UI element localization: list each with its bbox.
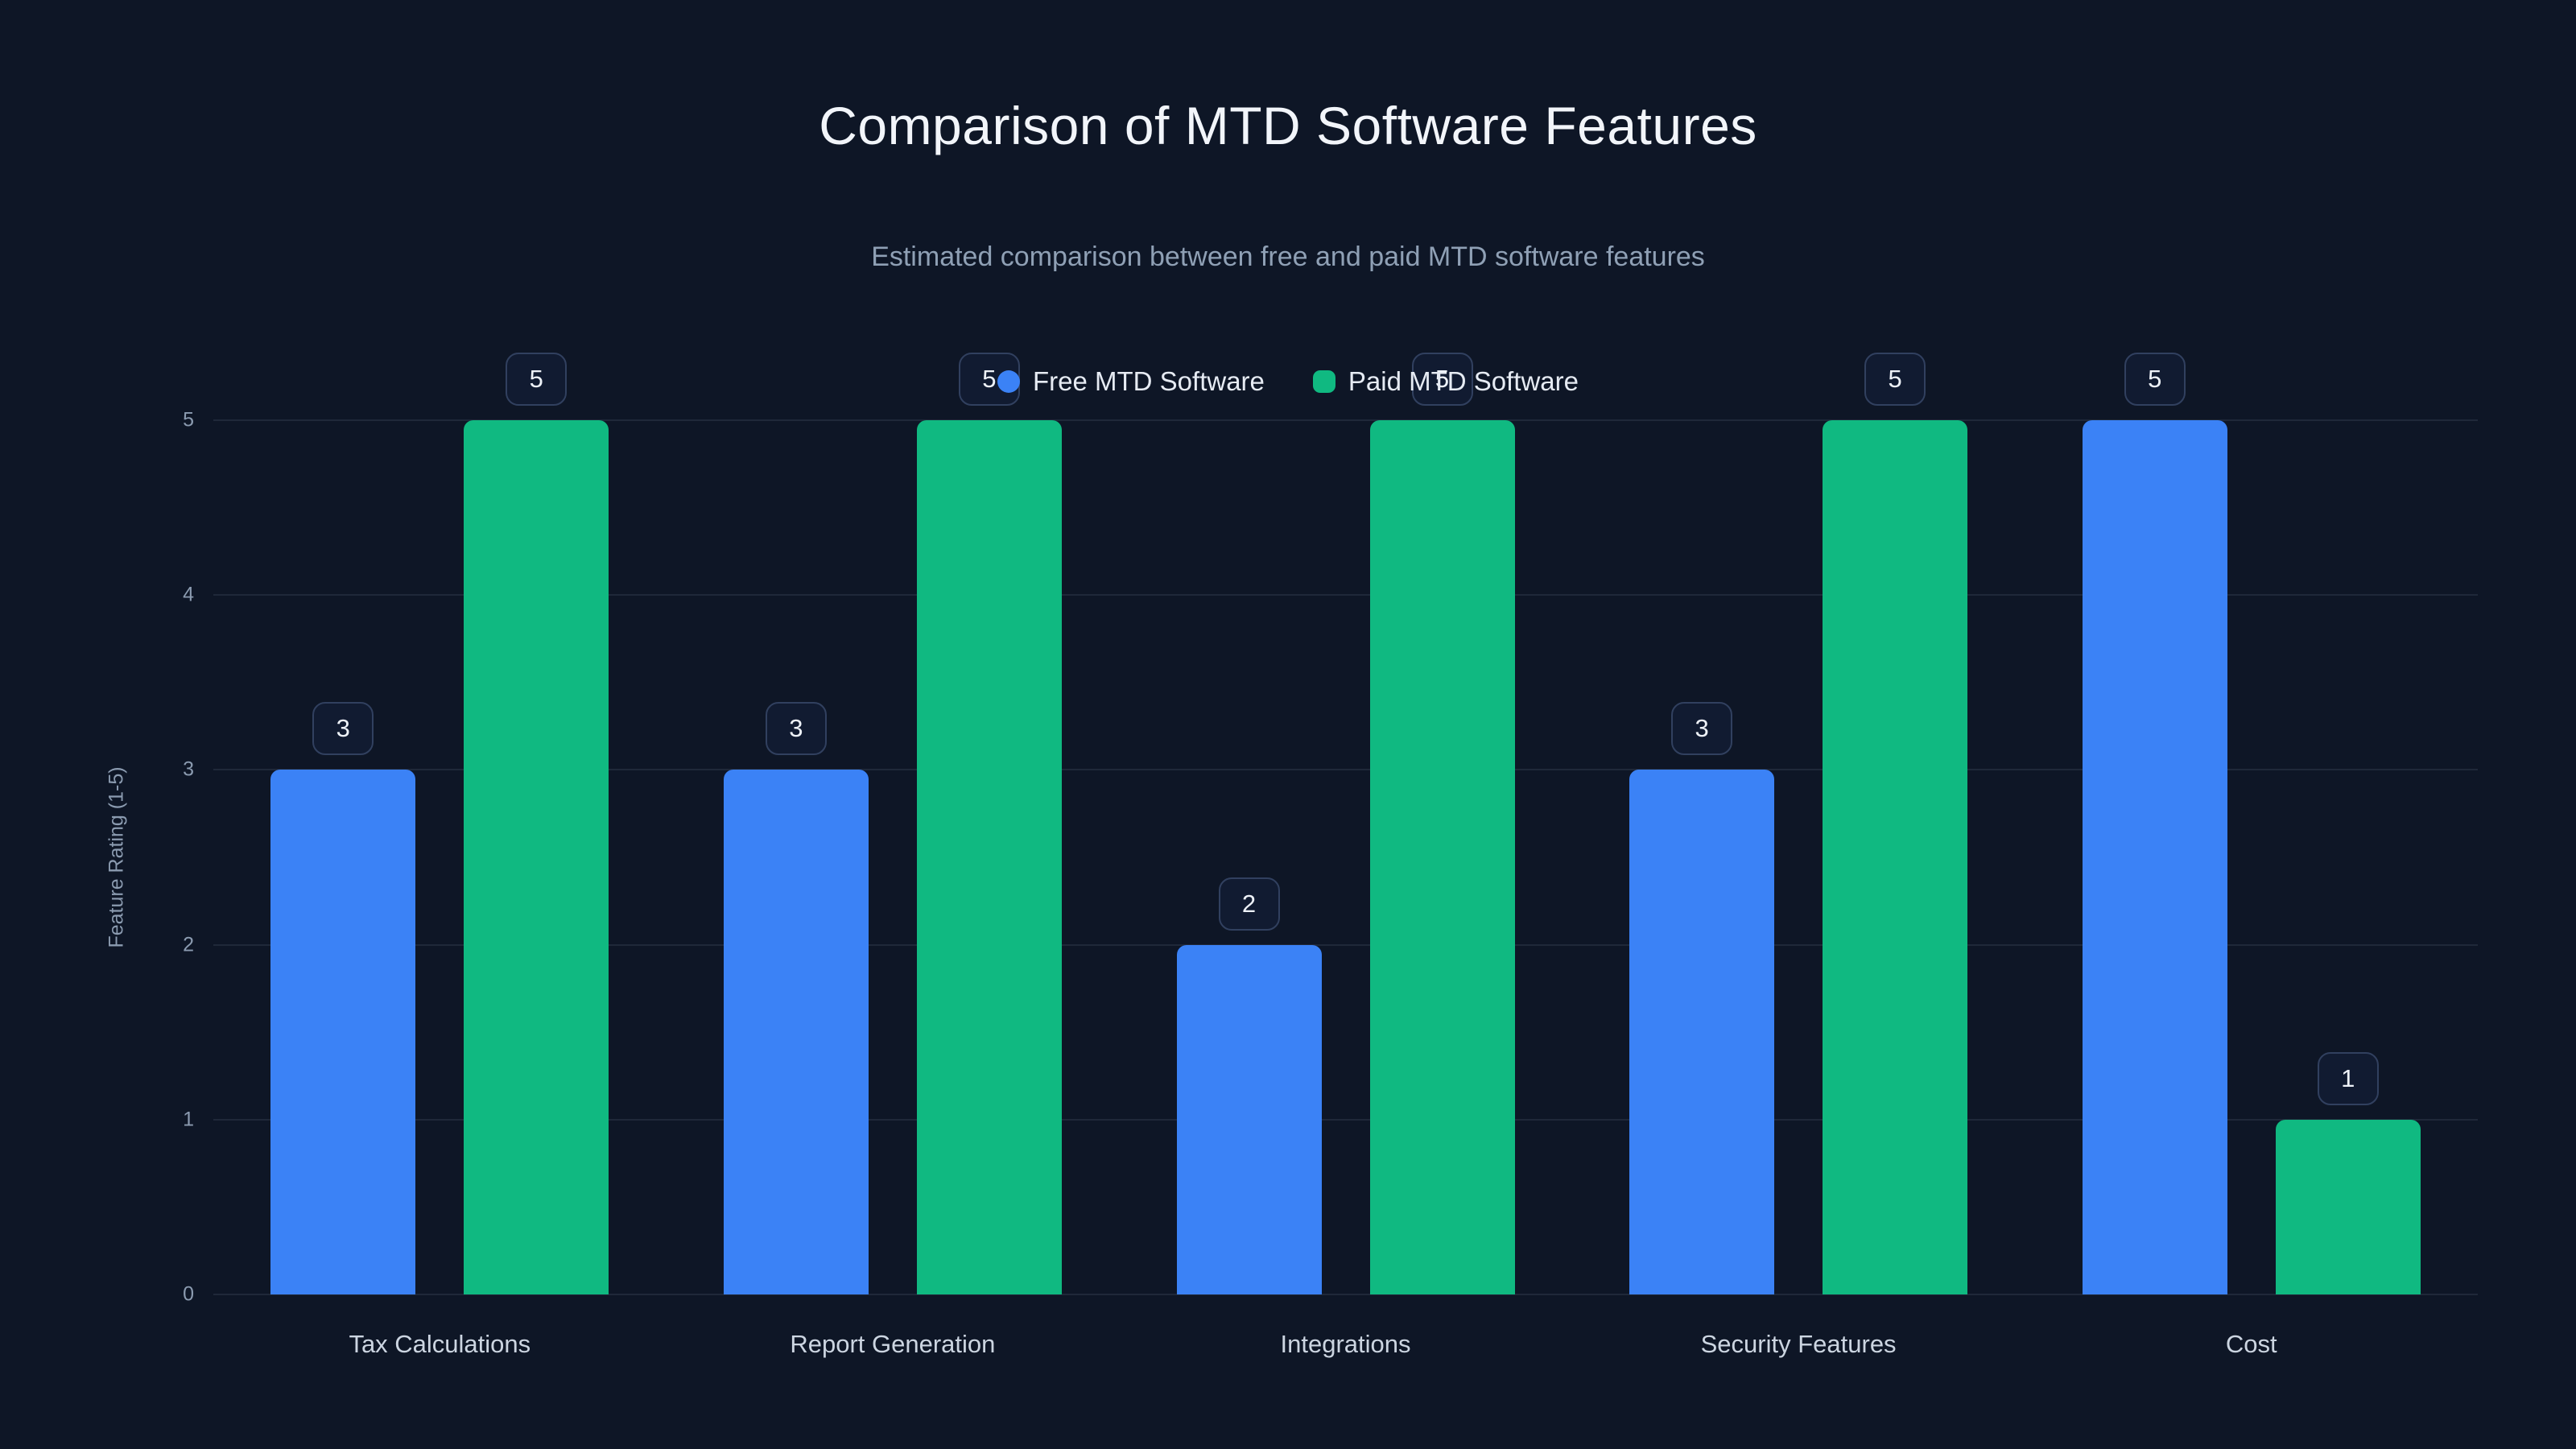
bar-paid-3 <box>1823 420 1968 1294</box>
bar-value-label: 3 <box>765 702 827 756</box>
legend-item-label: Free MTD Software <box>1033 366 1265 396</box>
chart-subtitle: Estimated comparison between free and pa… <box>871 242 1705 272</box>
bar-value-label: 3 <box>1671 702 1733 756</box>
bar-value-label: 1 <box>2317 1051 2379 1105</box>
y-tick-label: 1 <box>183 1108 194 1131</box>
y-tick-label: 3 <box>183 758 194 781</box>
bar-free-2 <box>1176 944 1322 1294</box>
legend-item-paid[interactable]: Paid MTD Software <box>1312 366 1579 397</box>
legend-item-free[interactable]: Free MTD Software <box>997 366 1265 397</box>
x-tick-label: Security Features <box>1700 1330 1897 1358</box>
legend: Free MTD Software Paid MTD Software <box>0 366 2576 397</box>
y-tick-label: 2 <box>183 933 194 956</box>
chart-title: Comparison of MTD Software Features <box>819 96 1757 155</box>
bar-paid-2 <box>1369 420 1515 1294</box>
bar-free-4 <box>2082 420 2227 1294</box>
y-axis-title: Feature Rating (1-5) <box>105 766 128 948</box>
gridline <box>213 769 2478 771</box>
y-tick-label: 0 <box>183 1282 194 1306</box>
bar-value-label: 3 <box>312 702 374 756</box>
y-tick-label: 4 <box>183 583 194 606</box>
gridline <box>213 1294 2478 1295</box>
bar-free-1 <box>723 770 869 1294</box>
x-tick-label: Integrations <box>1280 1330 1411 1358</box>
bar-paid-4 <box>2275 1119 2421 1294</box>
bar-paid-1 <box>916 420 1062 1294</box>
bar-free-0 <box>270 770 416 1294</box>
gridline <box>213 419 2478 421</box>
y-tick-label: 5 <box>183 408 194 431</box>
gridline <box>213 594 2478 597</box>
gridline <box>213 1118 2478 1121</box>
legend-marker-icon <box>997 370 1020 393</box>
legend-marker-icon <box>1312 370 1335 393</box>
x-tick-label: Report Generation <box>790 1330 996 1358</box>
gridline <box>213 943 2478 946</box>
bar-free-3 <box>1629 770 1775 1294</box>
bar-value-label: 5 <box>2124 353 2186 406</box>
bar-value-label: 5 <box>506 353 568 406</box>
legend-item-label: Paid MTD Software <box>1348 366 1579 396</box>
bar-paid-0 <box>464 420 609 1294</box>
bar-value-label: 2 <box>1218 877 1280 931</box>
bar-value-label: 5 <box>1411 353 1473 406</box>
x-tick-label: Cost <box>2225 1330 2277 1358</box>
bar-value-label: 5 <box>1864 353 1926 406</box>
x-tick-label: Tax Calculations <box>349 1330 531 1358</box>
